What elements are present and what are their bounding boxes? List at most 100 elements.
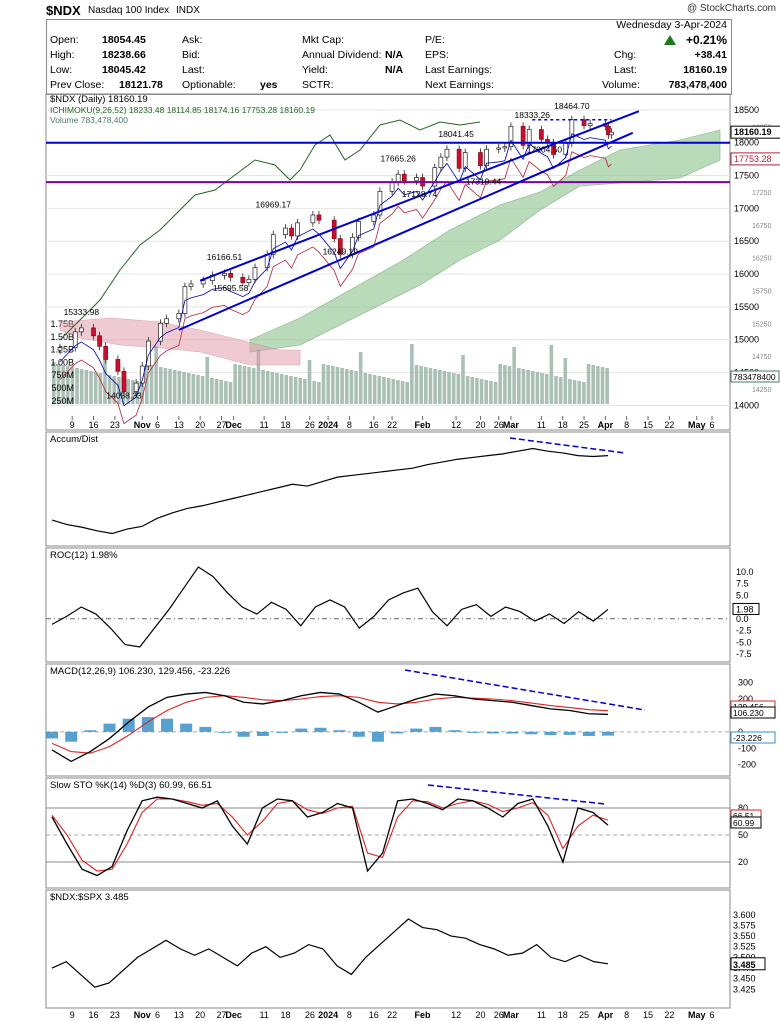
- trend-line-upper: [199, 110, 640, 282]
- candle-body: [587, 123, 593, 126]
- macd-y-tick-label: 200: [738, 694, 753, 704]
- volume-bar: [335, 367, 340, 404]
- next-earnings-label: Next Earnings:: [425, 79, 494, 91]
- volume-bar: [493, 382, 498, 404]
- yield-label: Yield:: [302, 64, 328, 76]
- x-tick-label-top: 25: [579, 420, 589, 430]
- candle-body: [78, 327, 84, 333]
- panel-frame-price: [45, 93, 731, 431]
- macd-histogram-bar: [448, 730, 461, 732]
- ratio-y-tick-label: 3.450: [733, 974, 756, 984]
- open-value: 18054.45: [102, 34, 146, 46]
- macd-histogram-bar: [256, 731, 269, 736]
- x-tick-label-top: 15: [643, 420, 653, 430]
- volume-bar: [228, 382, 233, 404]
- price-value-badge: [730, 125, 780, 139]
- x-tick-label-top: May: [688, 420, 706, 430]
- price-annotation: 15333.98: [64, 307, 100, 317]
- volume-bar: [242, 366, 247, 404]
- ratio-badge: [730, 957, 766, 971]
- volume-bar: [396, 380, 400, 404]
- low-label: Low:: [50, 64, 73, 76]
- volume-bar: [465, 376, 470, 404]
- volume-bar: [145, 364, 149, 404]
- eps-label: EPS:: [425, 49, 449, 61]
- candle-body: [395, 173, 401, 183]
- candle-body: [432, 167, 438, 187]
- last-label: Last:: [182, 64, 205, 76]
- ad-line: [51, 447, 609, 535]
- price-y-tick-label-minor: 17250: [752, 190, 772, 197]
- candle-body: [115, 359, 121, 372]
- volume-bar: [326, 365, 330, 404]
- candle-body: [176, 313, 182, 320]
- ratio-y-tick-label: 3.550: [733, 931, 756, 941]
- volume-bar: [340, 368, 344, 404]
- candle-body: [356, 221, 361, 238]
- candle-body: [414, 177, 419, 182]
- price-annotation: 18464.70: [554, 101, 590, 111]
- x-tick-label-bottom: 9: [70, 1010, 75, 1020]
- ratio-y-tick-label: 3.525: [733, 942, 756, 952]
- panel-frame-sto: [45, 777, 731, 889]
- macd-histogram-bar: [199, 726, 212, 732]
- volume-bar: [56, 364, 61, 404]
- volume-bar: [470, 377, 475, 404]
- panel-frame-ad: [45, 431, 731, 547]
- candle-body: [72, 331, 78, 348]
- price-annotation: 17319.44: [466, 176, 502, 186]
- macd-histogram-bar: [237, 731, 250, 737]
- candle-body: [91, 327, 96, 337]
- candle-body: [133, 382, 139, 392]
- x-tick-label-bottom: 16: [89, 1010, 99, 1020]
- volume-bar: [391, 379, 396, 404]
- price-annotation: 18333.26: [515, 110, 551, 120]
- x-tick-label-bottom: 22: [664, 1010, 674, 1020]
- volume-bar: [270, 372, 275, 404]
- macd-histogram-bar: [391, 731, 404, 734]
- volume-bar: [414, 365, 419, 404]
- mktcap-label: Mkt Cap:: [302, 34, 345, 46]
- macd-line: [51, 691, 609, 763]
- candle-body: [121, 370, 127, 392]
- volume-bar: [544, 374, 549, 404]
- candle-body: [97, 335, 102, 347]
- x-tick-label-top: 11: [537, 420, 546, 430]
- x-tick-label-top: 16: [369, 420, 379, 430]
- volume-bar: [163, 368, 168, 404]
- price-y-tick-label-minor: 16750: [752, 223, 772, 230]
- volume-bar: [461, 355, 465, 404]
- quote-table: Open: 18054.45 High: 18238.66 Low: 18045…: [46, 19, 732, 95]
- copyright-link[interactable]: @ StockCharts.com: [686, 3, 776, 14]
- volume-bar: [400, 381, 405, 404]
- candle-body: [389, 181, 395, 192]
- candle-body: [310, 214, 316, 224]
- candle-body: [228, 273, 233, 278]
- volume-bar: [238, 365, 242, 404]
- candle-body: [508, 125, 514, 147]
- volume-bar: [214, 379, 219, 404]
- volume-bar: [61, 365, 65, 404]
- price-y-tick-label: 14000: [734, 400, 759, 410]
- volume-bar: [210, 378, 214, 404]
- macd-histogram-bar: [161, 718, 174, 732]
- macd-y-tick-label: -100: [738, 743, 756, 753]
- roc-title: ROC(12) 1.98%: [50, 550, 118, 561]
- pe-label: P/E:: [425, 34, 445, 46]
- volume-bar: [605, 368, 609, 404]
- volume-bar: [177, 371, 182, 404]
- volume-bar: [600, 367, 605, 404]
- x-tick-label-bottom: 6: [155, 1010, 160, 1020]
- x-tick-label-bottom: 15: [643, 1010, 653, 1020]
- macd-badge: [730, 731, 776, 744]
- bid-label: Bid:: [182, 49, 201, 61]
- candle-body: [609, 131, 614, 136]
- x-tick-label-bottom: 16: [369, 1010, 379, 1020]
- price-annotation: 17128.74: [402, 189, 438, 199]
- volume-bar: [358, 352, 363, 404]
- volume-bar: [200, 376, 205, 404]
- candle-body: [246, 278, 252, 283]
- ask-label: Ask:: [182, 34, 203, 46]
- sto-badge-text: 66.51: [733, 811, 755, 821]
- price-y-tick-label-minor: 15750: [752, 288, 772, 295]
